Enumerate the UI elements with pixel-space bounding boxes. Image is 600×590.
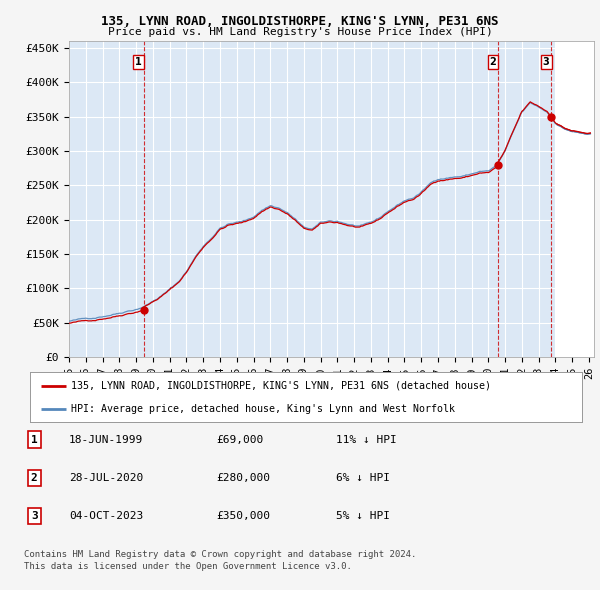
Text: 11% ↓ HPI: 11% ↓ HPI (336, 435, 397, 444)
Text: 1: 1 (136, 57, 142, 67)
Text: 3: 3 (543, 57, 550, 67)
Text: This data is licensed under the Open Government Licence v3.0.: This data is licensed under the Open Gov… (24, 562, 352, 571)
Text: 04-OCT-2023: 04-OCT-2023 (69, 512, 143, 521)
Text: 2: 2 (490, 57, 496, 67)
Text: 3: 3 (31, 512, 38, 521)
Text: 6% ↓ HPI: 6% ↓ HPI (336, 473, 390, 483)
Text: £350,000: £350,000 (216, 512, 270, 521)
Text: Price paid vs. HM Land Registry's House Price Index (HPI): Price paid vs. HM Land Registry's House … (107, 27, 493, 37)
Bar (556, 41, 594, 357)
Text: 1: 1 (31, 435, 38, 444)
Text: 2: 2 (31, 473, 38, 483)
Text: Contains HM Land Registry data © Crown copyright and database right 2024.: Contains HM Land Registry data © Crown c… (24, 550, 416, 559)
Text: 5% ↓ HPI: 5% ↓ HPI (336, 512, 390, 521)
Text: 18-JUN-1999: 18-JUN-1999 (69, 435, 143, 444)
Text: 135, LYNN ROAD, INGOLDISTHORPE, KING'S LYNN, PE31 6NS (detached house): 135, LYNN ROAD, INGOLDISTHORPE, KING'S L… (71, 381, 491, 391)
Text: 135, LYNN ROAD, INGOLDISTHORPE, KING'S LYNN, PE31 6NS: 135, LYNN ROAD, INGOLDISTHORPE, KING'S L… (101, 15, 499, 28)
Text: £69,000: £69,000 (216, 435, 263, 444)
Text: HPI: Average price, detached house, King's Lynn and West Norfolk: HPI: Average price, detached house, King… (71, 404, 455, 414)
Text: 28-JUL-2020: 28-JUL-2020 (69, 473, 143, 483)
Text: £280,000: £280,000 (216, 473, 270, 483)
